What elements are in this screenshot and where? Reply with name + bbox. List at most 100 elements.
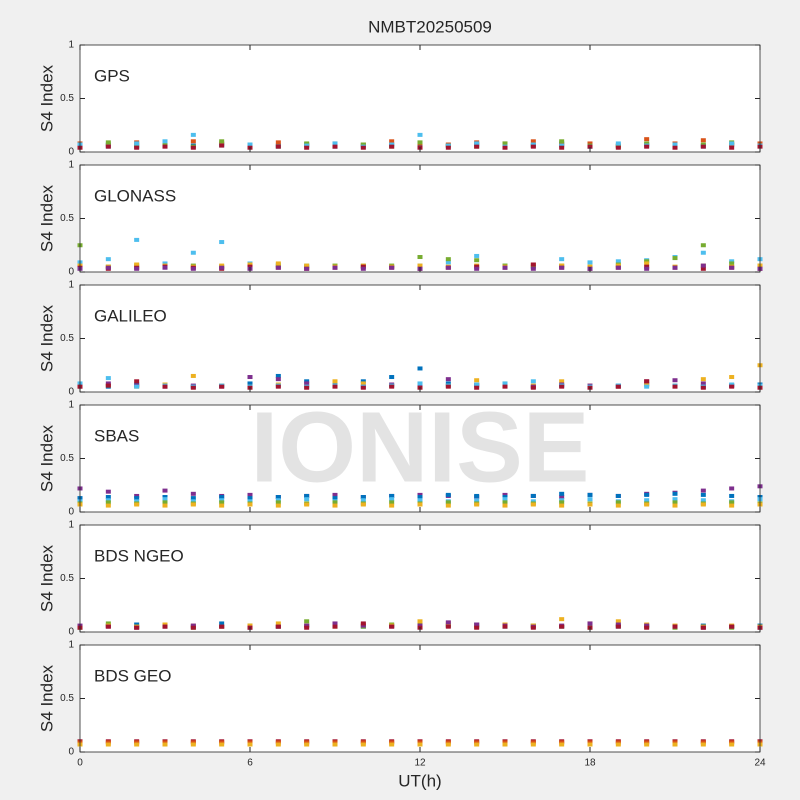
data-point bbox=[672, 500, 678, 505]
data-point bbox=[445, 740, 451, 745]
data-point bbox=[417, 381, 423, 386]
data-point bbox=[700, 142, 706, 147]
data-point bbox=[644, 623, 650, 628]
data-point bbox=[219, 265, 225, 270]
data-point bbox=[417, 263, 423, 268]
data-point bbox=[134, 622, 140, 627]
data-point bbox=[615, 493, 621, 498]
data-point bbox=[672, 145, 678, 150]
data-point bbox=[417, 495, 423, 500]
data-point bbox=[162, 622, 168, 627]
x-axis-label: UT(h) bbox=[398, 771, 441, 790]
data-point bbox=[219, 742, 225, 747]
data-point bbox=[162, 144, 168, 149]
data-point bbox=[729, 265, 735, 270]
data-point bbox=[219, 624, 225, 629]
data-point bbox=[644, 137, 650, 142]
data-point bbox=[134, 379, 140, 384]
data-point bbox=[190, 496, 196, 501]
data-point bbox=[559, 617, 565, 622]
data-point bbox=[162, 500, 168, 505]
data-point bbox=[134, 740, 140, 745]
data-point bbox=[502, 742, 508, 747]
data-point bbox=[190, 625, 196, 630]
data-point bbox=[247, 623, 253, 628]
data-point bbox=[644, 502, 650, 507]
data-point bbox=[587, 742, 593, 747]
data-point bbox=[700, 385, 706, 390]
data-point bbox=[190, 742, 196, 747]
data-point bbox=[445, 503, 451, 508]
data-point bbox=[729, 259, 735, 264]
panel-label: BDS GEO bbox=[94, 666, 171, 685]
figure-title: NMBT20250509 bbox=[368, 17, 492, 36]
data-point bbox=[587, 144, 593, 149]
axes-background bbox=[80, 285, 760, 392]
data-point bbox=[615, 259, 621, 264]
data-point bbox=[134, 237, 140, 242]
data-point bbox=[360, 264, 366, 269]
data-point bbox=[700, 492, 706, 497]
data-point bbox=[247, 375, 253, 380]
data-point bbox=[615, 742, 621, 747]
data-point bbox=[389, 497, 395, 502]
data-point bbox=[105, 740, 111, 745]
data-point bbox=[729, 624, 735, 629]
data-point bbox=[247, 740, 253, 745]
data-point bbox=[360, 502, 366, 507]
data-point bbox=[729, 486, 735, 491]
data-point bbox=[700, 742, 706, 747]
data-point bbox=[445, 492, 451, 497]
data-point bbox=[530, 142, 536, 147]
data-point bbox=[332, 492, 338, 497]
data-point bbox=[559, 263, 565, 268]
data-point bbox=[332, 381, 338, 386]
data-point bbox=[615, 740, 621, 745]
data-point bbox=[219, 500, 225, 505]
data-point bbox=[474, 502, 480, 507]
data-point bbox=[389, 375, 395, 380]
data-point bbox=[729, 740, 735, 745]
data-point bbox=[134, 266, 140, 271]
data-point bbox=[644, 498, 650, 503]
data-point bbox=[672, 740, 678, 745]
data-point bbox=[360, 142, 366, 147]
panel-label: SBAS bbox=[94, 426, 139, 445]
data-point bbox=[729, 375, 735, 380]
data-point bbox=[502, 740, 508, 745]
data-point bbox=[389, 265, 395, 270]
data-point bbox=[417, 132, 423, 137]
data-point bbox=[360, 145, 366, 150]
data-point bbox=[615, 141, 621, 146]
data-point bbox=[275, 495, 281, 500]
data-point bbox=[190, 145, 196, 150]
data-point bbox=[247, 142, 253, 147]
data-point bbox=[275, 373, 281, 378]
data-point bbox=[105, 500, 111, 505]
data-point bbox=[644, 144, 650, 149]
data-point bbox=[474, 258, 480, 263]
data-point bbox=[304, 502, 310, 507]
data-point bbox=[190, 623, 196, 628]
data-point bbox=[134, 496, 140, 501]
data-point bbox=[304, 623, 310, 628]
data-point bbox=[190, 139, 196, 144]
data-point bbox=[389, 384, 395, 389]
data-point bbox=[219, 143, 225, 148]
data-point bbox=[105, 381, 111, 386]
data-point bbox=[389, 142, 395, 147]
data-point bbox=[587, 502, 593, 507]
data-point bbox=[360, 385, 366, 390]
data-point bbox=[672, 742, 678, 747]
data-point bbox=[502, 145, 508, 150]
data-point bbox=[332, 379, 338, 384]
data-point bbox=[700, 250, 706, 255]
data-point bbox=[672, 256, 678, 261]
data-point bbox=[304, 263, 310, 268]
data-point bbox=[729, 141, 735, 146]
y-tick-label: 0 bbox=[68, 627, 74, 638]
data-point bbox=[644, 259, 650, 264]
data-point bbox=[502, 141, 508, 146]
data-point bbox=[587, 141, 593, 146]
data-point bbox=[360, 623, 366, 628]
